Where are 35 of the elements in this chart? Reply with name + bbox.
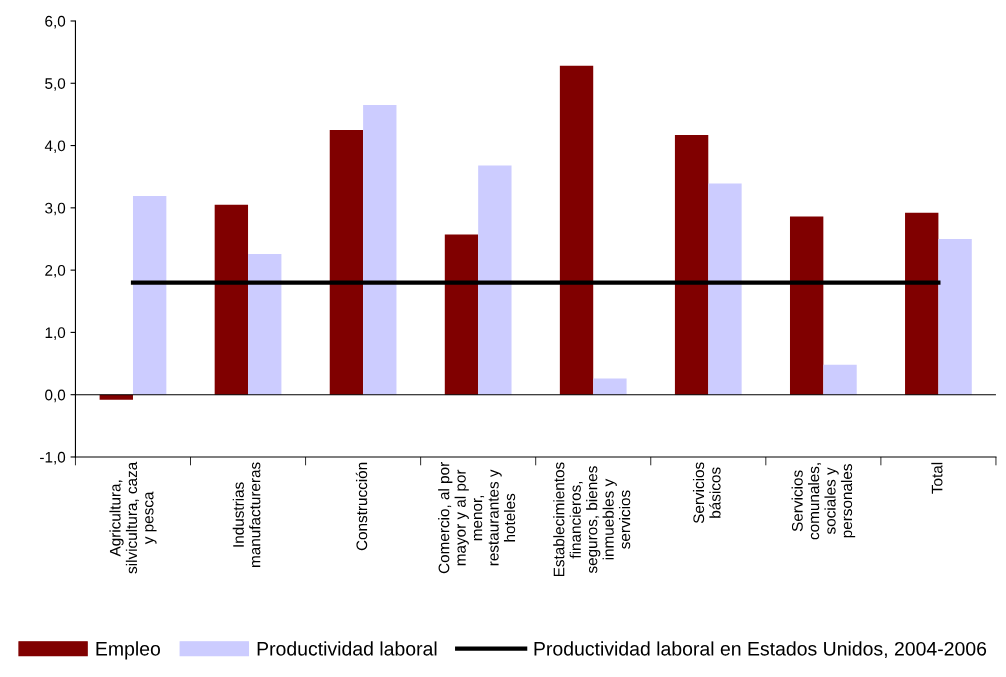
y-tick-label: 4,0	[44, 140, 66, 154]
bar	[329, 129, 364, 395]
bar	[132, 196, 167, 395]
bar	[248, 253, 282, 395]
y-tick-label: 0,0	[45, 389, 66, 403]
x-tick-label: Servicios comunales, sociales y personales	[791, 463, 856, 540]
y-tick-label: 2,0	[45, 264, 66, 278]
legend-label: Productividad laboral en Estados Unidos, 2004-2006	[534, 641, 987, 658]
bar	[214, 204, 249, 395]
x-tick-label: Industrias manufactureras	[232, 462, 261, 567]
y-tick-label: 6,0	[45, 15, 66, 29]
y-tick-label: 3,0	[45, 202, 66, 216]
bar	[478, 165, 512, 395]
x-tick-label: Comercio, al por mayor y al por menor, restaurantes y hoteles	[438, 462, 516, 574]
bar	[593, 378, 627, 395]
y-tick-label: 5,0	[45, 78, 66, 91]
bar	[708, 183, 742, 395]
bar	[789, 216, 824, 395]
x-tick-label: Establecimientos financieros, seguros, bienes inmuebles y servicios	[553, 462, 631, 577]
bar	[674, 134, 709, 395]
y-tick-label: 1,0	[45, 327, 66, 340]
x-tick-label: Construcción	[355, 462, 368, 551]
bar	[905, 212, 939, 395]
bar	[823, 364, 857, 395]
legend-label: Productividad laboral	[257, 641, 437, 656]
bar	[363, 105, 397, 395]
x-tick-label: Total	[931, 462, 943, 494]
bar	[938, 238, 972, 395]
x-tick-label: Servicios básicos	[692, 462, 721, 524]
x-tick-label: Agricultura, silvicultura, caza y pesca	[109, 461, 157, 574]
y-tick-label: -1,0	[40, 451, 66, 465]
legend-label: Empleo	[96, 641, 161, 660]
bar	[99, 394, 133, 400]
bar	[444, 234, 479, 395]
bar	[559, 65, 594, 395]
